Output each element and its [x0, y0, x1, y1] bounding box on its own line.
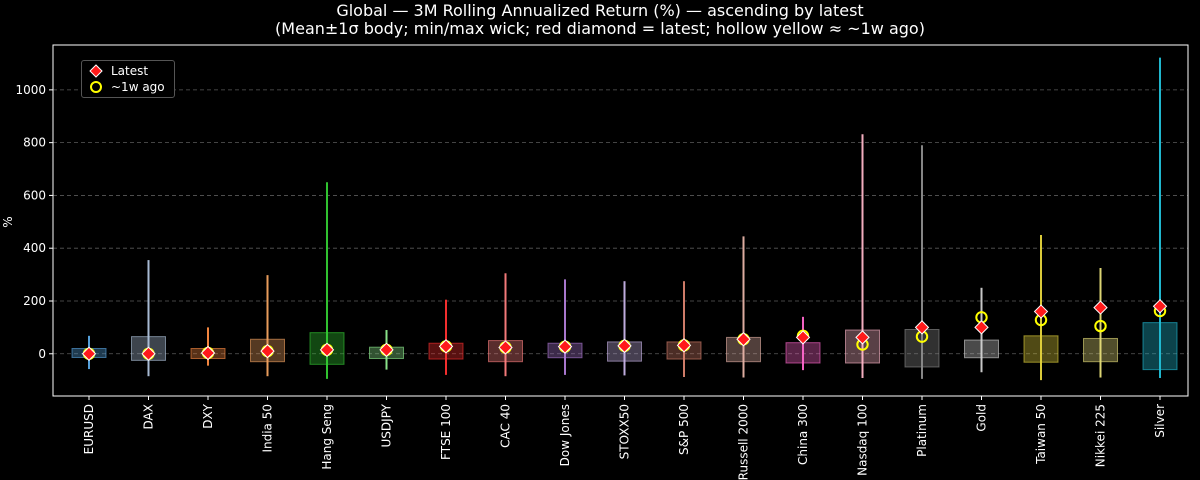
chart-subtitle: (Mean±1σ body; min/max wick; red diamond… [275, 19, 925, 38]
x-tick-label: Nasdaq 100 [856, 404, 870, 476]
y-tick-label: 400 [23, 241, 46, 255]
chart-title: Global — 3M Rolling Annualized Return (%… [336, 1, 864, 20]
x-tick-label: Hang Seng [320, 404, 334, 470]
latest-marker [617, 338, 632, 354]
box-body [1083, 337, 1118, 363]
red-diamond-icon [89, 64, 103, 78]
x-tick-label: FTSE 100 [439, 404, 453, 460]
series-india-50 [250, 275, 285, 377]
series-china-300 [785, 316, 821, 371]
y-tick-label: 0 [38, 347, 46, 361]
series-dow-jones [547, 279, 583, 375]
x-tick-label: Dow Jones [558, 404, 572, 466]
y-tick-label: 800 [23, 136, 46, 150]
x-tick-label: DAX [142, 404, 156, 429]
series-hang-seng [309, 182, 345, 379]
latest-marker [855, 330, 870, 345]
series-gold [964, 287, 999, 373]
x-tick-label: S&P 500 [677, 404, 691, 455]
x-tick-label: Taiwan 50 [1034, 404, 1048, 465]
x-tick-label: CAC 40 [499, 404, 513, 448]
box-body [1023, 335, 1059, 363]
x-tick-label: USDJPY [380, 403, 394, 447]
latest-marker [319, 342, 335, 358]
latest-marker [1093, 300, 1108, 315]
y-axis-label: % [1, 216, 15, 227]
x-tick-label: DXY [201, 403, 215, 428]
series-ftse-100 [428, 299, 464, 375]
latest-marker [498, 340, 513, 355]
series-eurusd [71, 335, 107, 370]
latest-marker [914, 320, 930, 335]
latest-marker [200, 345, 216, 361]
latest-marker [736, 332, 751, 347]
latest-marker [141, 346, 156, 361]
legend-item-week-ago: ~1w ago [82, 79, 165, 95]
latest-marker [379, 342, 394, 358]
hollow-circle-icon [90, 81, 102, 93]
y-tick-label: 600 [23, 188, 46, 202]
series-dax [131, 260, 166, 377]
latest-marker [1033, 304, 1049, 319]
x-tick-label: India 50 [261, 404, 275, 453]
box-body [964, 339, 999, 359]
legend-label-latest: Latest [111, 64, 149, 78]
legend-label-week-ago: ~1w ago [111, 80, 165, 94]
box-body [1142, 322, 1178, 371]
series-cac-40 [488, 273, 523, 377]
x-tick-label: Russell 2000 [737, 404, 751, 480]
x-tick-label: Platinum [915, 404, 929, 457]
latest-marker [260, 343, 275, 359]
latest-marker [795, 330, 811, 345]
series-stoxx50 [607, 281, 642, 376]
series-nikkei-225 [1083, 268, 1118, 378]
box-body [785, 342, 821, 364]
latest-marker [1152, 299, 1168, 314]
week-ago-marker [1094, 319, 1107, 333]
series-nasdaq-100 [845, 134, 880, 379]
y-tick-label: 1000 [15, 83, 46, 97]
x-tick-label: China 300 [796, 404, 810, 465]
series-taiwan-50 [1023, 235, 1059, 381]
box-body [904, 328, 940, 368]
plot-frame [52, 44, 1189, 397]
latest-marker [557, 339, 573, 354]
latest-marker [974, 320, 989, 335]
series-platinum [904, 145, 940, 379]
latest-marker [81, 346, 97, 361]
latest-marker [676, 338, 692, 353]
series-dxy [190, 327, 226, 366]
x-tick-label: EURUSD [82, 404, 96, 454]
legend-item-latest: Latest [82, 63, 148, 79]
box-body [845, 329, 880, 364]
x-tick-label: Gold [975, 404, 989, 432]
series-russell-2000 [726, 236, 761, 378]
legend: Latest ~1w ago [81, 60, 175, 98]
series-silver [1142, 57, 1178, 379]
x-tick-label: Silver [1153, 404, 1167, 438]
x-tick-label: STOXX50 [618, 404, 632, 459]
series-s-p-500 [666, 281, 702, 377]
series-usdjpy [369, 330, 404, 370]
latest-marker [438, 339, 454, 354]
y-tick-label: 200 [23, 294, 46, 308]
x-tick-label: Nikkei 225 [1094, 404, 1108, 467]
